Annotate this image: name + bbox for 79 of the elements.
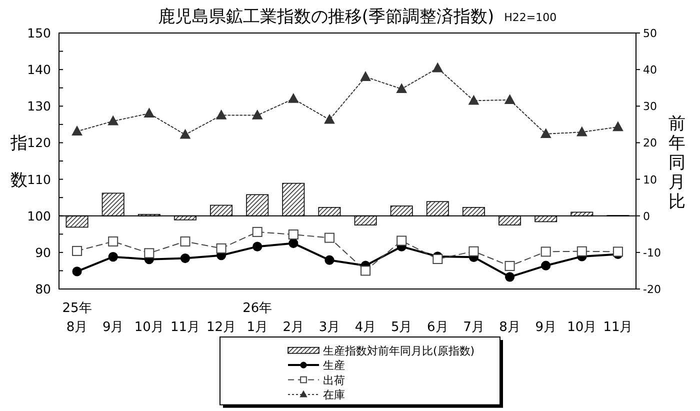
point <box>396 236 407 246</box>
point <box>504 272 515 282</box>
point <box>144 248 154 258</box>
x-tick-label: 12月 <box>206 320 236 335</box>
point <box>504 260 515 271</box>
point <box>324 232 334 243</box>
x-tick-label: 10月 <box>567 320 597 335</box>
y-tick-label: 90 <box>35 244 52 260</box>
x-tick-label: 11月 <box>170 320 200 335</box>
point <box>216 243 226 254</box>
y2-tick-label: 40 <box>643 64 657 77</box>
y2-tick-label: 20 <box>643 136 657 150</box>
point <box>288 238 298 248</box>
point <box>504 94 515 104</box>
point <box>360 266 371 276</box>
point <box>360 72 371 81</box>
point <box>541 260 551 270</box>
point <box>216 110 226 120</box>
point <box>540 246 551 257</box>
y2-tick-label: -20 <box>643 283 661 296</box>
y-tick-label: 120 <box>27 135 52 150</box>
point <box>72 126 82 136</box>
point <box>468 246 479 256</box>
y-tick-label: 100 <box>27 208 52 224</box>
y-tick-label: 150 <box>27 26 52 40</box>
chart-title: 鹿児島県鉱工業指数の推移(季節調整済指数) <box>158 7 494 27</box>
y2-tick-label: 10 <box>643 173 657 186</box>
legend-label: 出荷 <box>323 374 345 387</box>
point <box>432 254 443 264</box>
chart-subtitle: H22=100 <box>504 11 557 24</box>
x-tick-label: 7月 <box>463 320 484 335</box>
point <box>108 236 118 246</box>
point <box>252 242 262 252</box>
x-tick-label: 5月 <box>390 320 412 335</box>
y2-tick-label: 0 <box>643 210 650 223</box>
y2-tick-label: 50 <box>643 27 657 40</box>
x-tick-label: 9月 <box>535 320 556 335</box>
y-tick-label: 80 <box>35 282 52 296</box>
x-tick-label: 9月 <box>102 320 124 335</box>
point <box>324 114 335 124</box>
point <box>108 116 118 126</box>
y-tick-label: 110 <box>27 172 52 187</box>
point <box>324 255 334 265</box>
point <box>252 110 262 120</box>
point <box>252 226 262 237</box>
point <box>288 94 299 103</box>
point <box>72 246 82 256</box>
x-tick-label: 10月 <box>134 320 164 335</box>
point <box>396 84 407 94</box>
y2-axis-title: 前年同月比 <box>668 114 686 212</box>
point <box>180 129 190 139</box>
y-axis-title: 指数 <box>10 134 28 191</box>
y-tick-label: 140 <box>27 62 52 78</box>
point <box>180 253 190 264</box>
point <box>180 236 190 246</box>
x-tick-label: 2月 <box>282 320 304 335</box>
y-tick-label: 130 <box>27 98 52 114</box>
point <box>144 108 154 118</box>
point <box>612 246 623 257</box>
x-tick-label: 8月 <box>499 320 520 335</box>
point <box>576 126 588 136</box>
x-tick-label: 4月 <box>354 320 376 335</box>
x-tick-label: 11月 <box>603 320 633 335</box>
legend-label: 生産 <box>323 359 345 372</box>
point <box>468 95 479 105</box>
point <box>72 266 82 276</box>
legend-label: 在庫 <box>323 388 345 402</box>
point <box>576 246 587 256</box>
x-tick-label: 3月 <box>318 320 340 335</box>
y2-tick-label: 30 <box>643 100 657 114</box>
y2-tick-label: -10 <box>643 246 661 260</box>
x-tick-label: 6月 <box>427 320 448 335</box>
point <box>108 252 118 262</box>
legend-label: 生産指数対前年同月比(原指数) <box>323 344 475 358</box>
point <box>432 62 443 72</box>
x-tick-label: 26年 1月 <box>242 301 272 335</box>
point <box>612 122 624 132</box>
x-tick-label: 25年 8月 <box>62 301 92 335</box>
point <box>540 128 551 138</box>
